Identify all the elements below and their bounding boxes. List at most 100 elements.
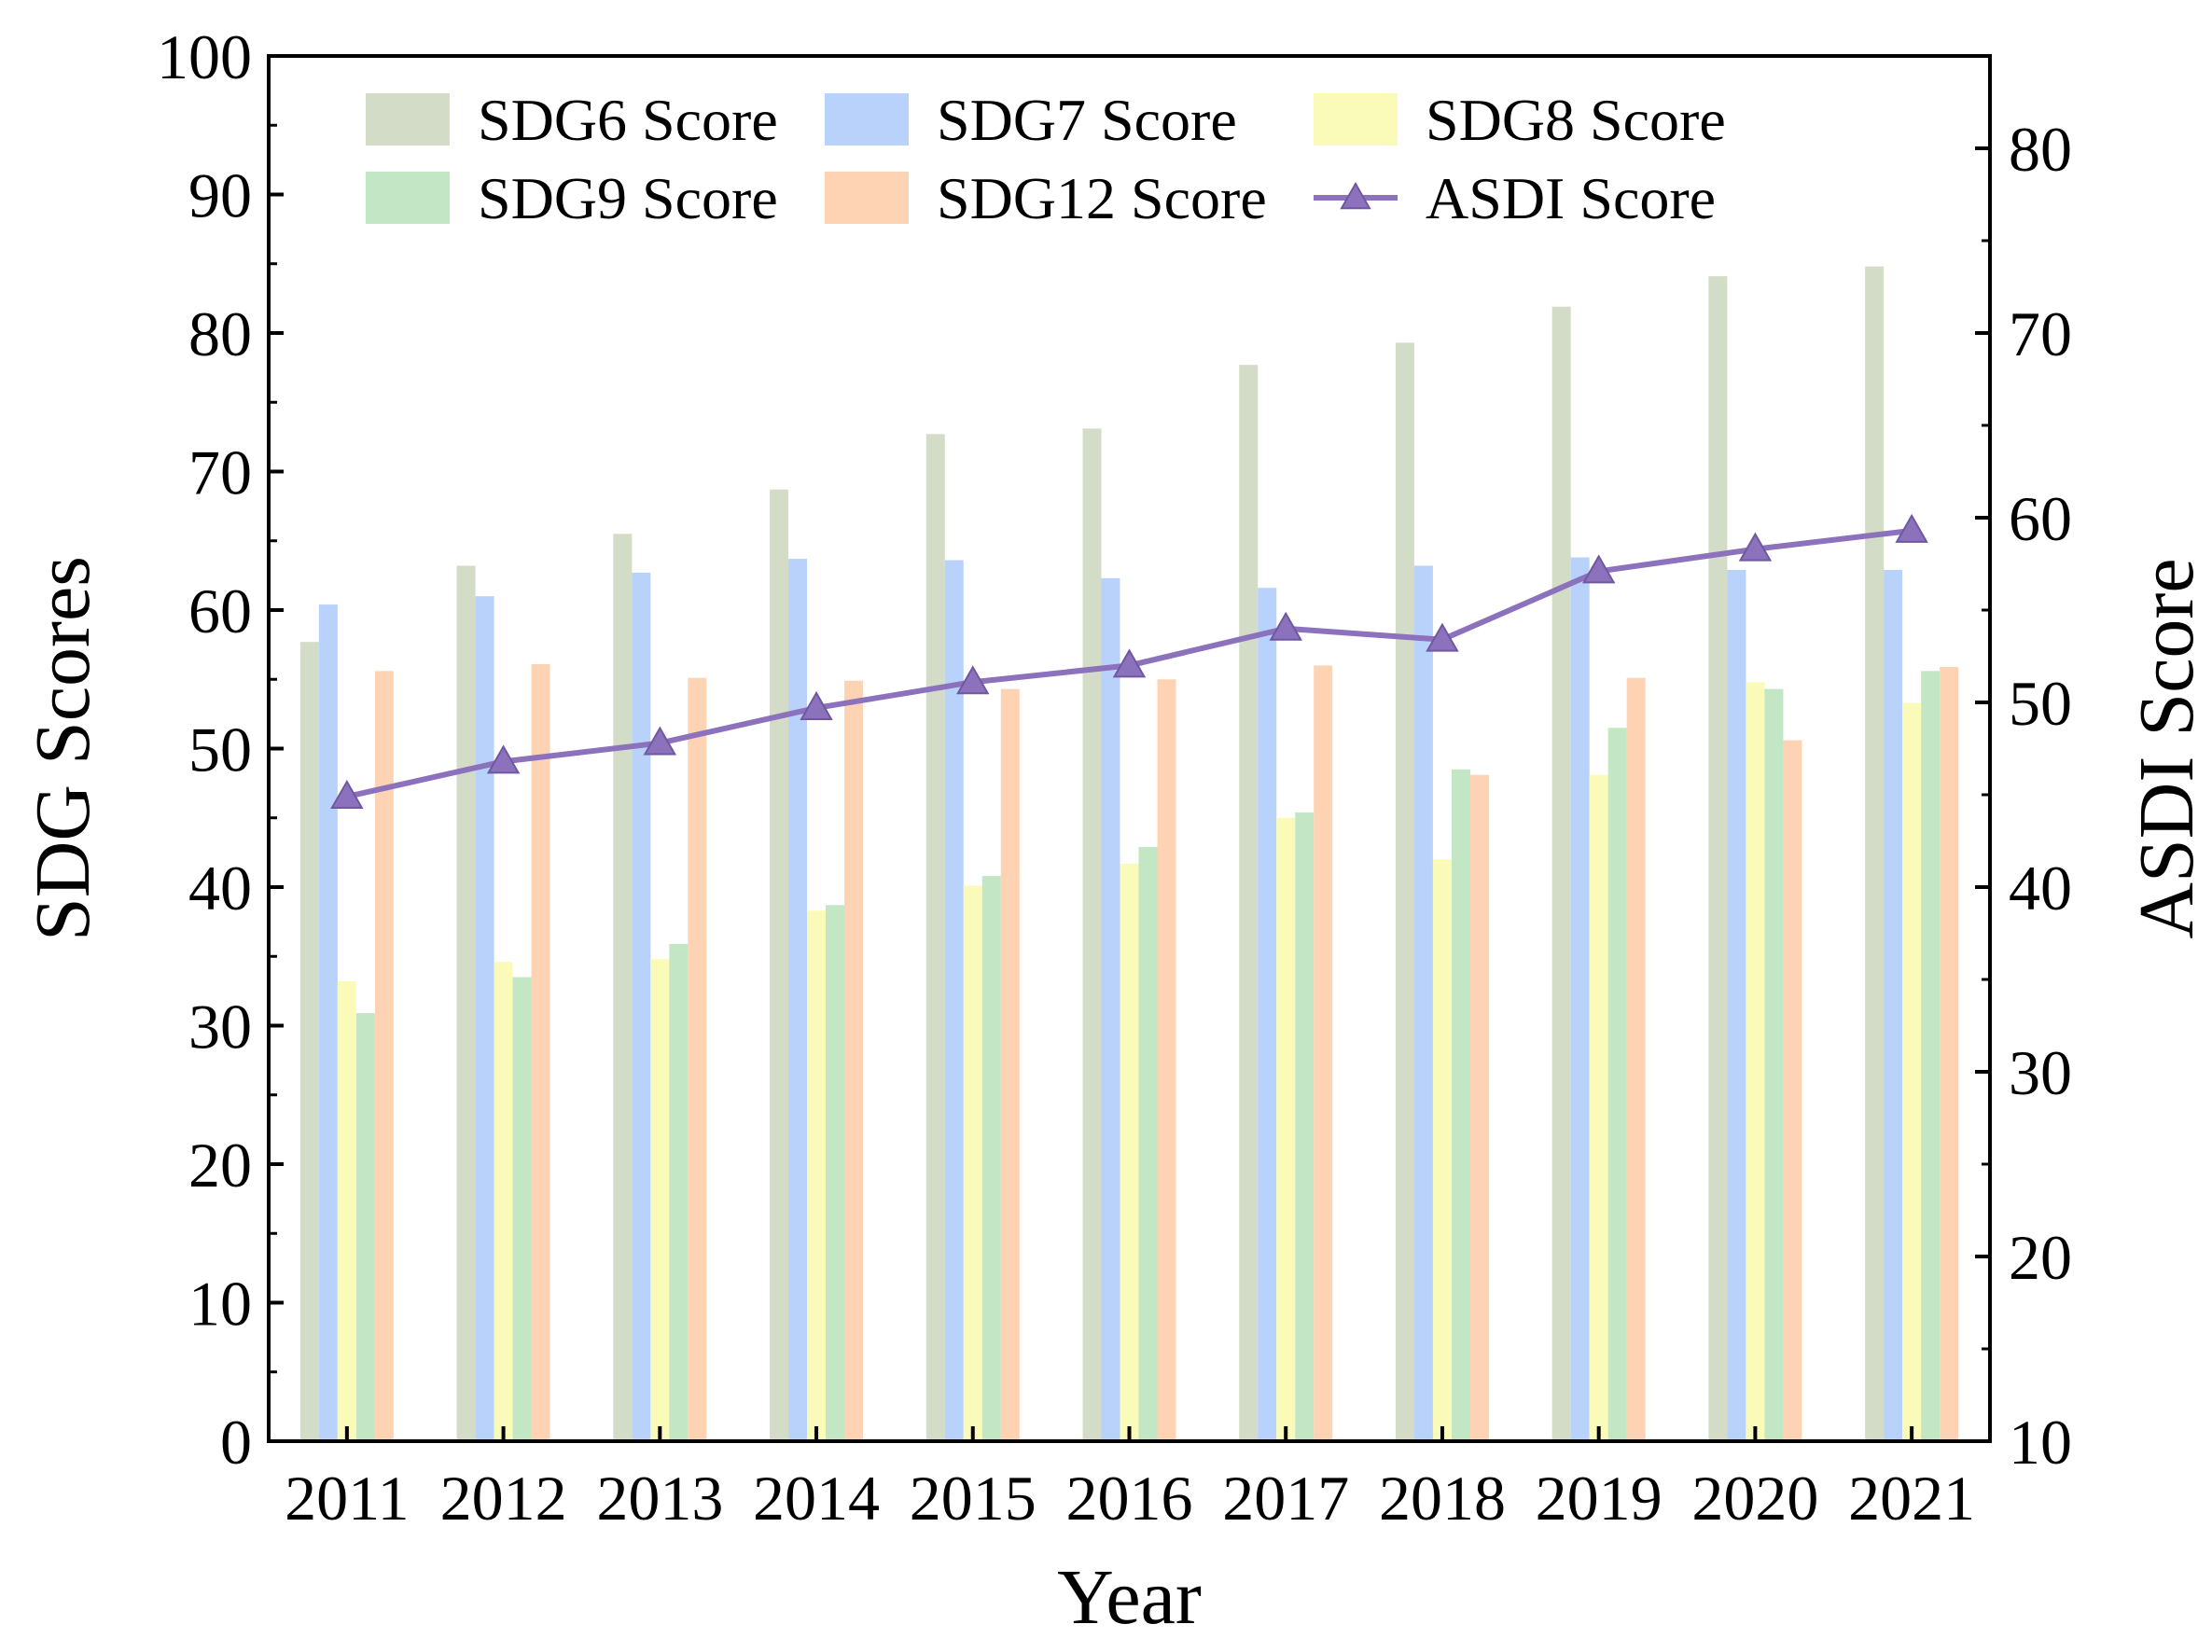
bar-sdg7-2014 — [788, 559, 808, 1441]
bar-sdg6-2015 — [925, 434, 945, 1441]
bar-sdg8-2013 — [650, 959, 670, 1441]
bar-sdg7-2012 — [475, 596, 494, 1441]
y-tick-label-70: 70 — [188, 437, 252, 508]
y2-tick-label-10: 10 — [2009, 1407, 2072, 1478]
y-tick-label-90: 90 — [188, 160, 252, 231]
legend-label-sdg7: SDG7 Score — [937, 87, 1237, 153]
legend-swatch-sdg8 — [1314, 93, 1398, 146]
y-tick-label-100: 100 — [157, 21, 252, 92]
y2-tick-label-50: 50 — [2009, 668, 2072, 739]
bar-sdg6-2020 — [1708, 276, 1728, 1441]
bar-sdg8-2014 — [807, 910, 827, 1441]
y-tick-label-50: 50 — [188, 715, 252, 785]
bar-sdg7-2011 — [318, 604, 338, 1441]
bar-sdg9-2013 — [669, 943, 689, 1441]
bar-sdg12-2012 — [531, 663, 550, 1441]
x-tick-label-2019: 2019 — [1536, 1463, 1662, 1534]
x-tick-label-2011: 2011 — [285, 1463, 409, 1534]
bar-sdg9-2014 — [826, 905, 845, 1441]
x-tick-label-2017: 2017 — [1222, 1463, 1349, 1534]
bar-sdg9-2021 — [1921, 671, 1941, 1441]
asdi-marker-2012 — [486, 744, 521, 774]
x-tick-label-2014: 2014 — [753, 1463, 880, 1534]
y2-tick-label-30: 30 — [2009, 1037, 2072, 1108]
legend-swatch-sdg7 — [825, 93, 909, 146]
y2-tick-label-20: 20 — [2009, 1222, 2072, 1293]
y2-axis-title: ASDI Score — [2123, 558, 2210, 938]
asdi-marker-2021 — [1895, 513, 1928, 543]
y-axis-title: SDG Scores — [20, 556, 106, 941]
asdi-marker-2018 — [1426, 622, 1459, 652]
legend-marker-asdi — [1340, 181, 1371, 210]
bar-sdg12-2020 — [1783, 740, 1802, 1441]
bar-sdg12-2016 — [1157, 679, 1176, 1441]
x-axis-title: Year — [1057, 1554, 1202, 1641]
asdi-marker-2019 — [1581, 554, 1616, 584]
x-tick-label-2016: 2016 — [1066, 1463, 1193, 1534]
bar-sdg8-2017 — [1276, 817, 1296, 1441]
bar-sdg6-2019 — [1551, 306, 1571, 1441]
y-tick-label-20: 20 — [188, 1130, 252, 1201]
bar-sdg7-2019 — [1570, 557, 1590, 1441]
asdi-marker-2013 — [643, 726, 677, 756]
bar-sdg12-2014 — [844, 680, 864, 1441]
bar-sdg7-2018 — [1413, 565, 1433, 1441]
bar-sdg12-2017 — [1314, 665, 1333, 1441]
y-tick-label-40: 40 — [188, 853, 252, 923]
x-tick-label-2020: 2020 — [1691, 1463, 1818, 1534]
bar-sdg12-2013 — [688, 677, 707, 1441]
asdi-marker-2014 — [800, 690, 833, 720]
bar-sdg6-2016 — [1082, 428, 1102, 1442]
axes-layer: 0 10 20 30 40 50 60 70 80 90 100 10 20 30 40 50 60 70 80 20… — [157, 21, 2072, 1534]
bar-sdg12-2015 — [1000, 688, 1020, 1441]
y-tick-label-60: 60 — [188, 576, 252, 646]
y-tick-label-10: 10 — [188, 1269, 252, 1340]
legend-label-asdi: ASDI Score — [1426, 165, 1716, 231]
bar-sdg9-2015 — [981, 876, 1001, 1441]
legend-swatch-sdg12 — [825, 172, 909, 224]
y2-tick-label-60: 60 — [2009, 483, 2072, 554]
bar-sdg8-2021 — [1902, 702, 1922, 1441]
bar-sdg8-2018 — [1432, 859, 1452, 1441]
legend: SDG6 Score SDG7 Score SDG8 Score SDG9 Score… — [366, 87, 1726, 231]
bar-sdg6-2013 — [613, 534, 633, 1441]
asdi-marker-2016 — [1112, 648, 1147, 678]
bar-sdg6-2021 — [1865, 266, 1885, 1442]
bar-sdg8-2020 — [1746, 682, 1765, 1441]
bar-sdg12-2021 — [1940, 666, 1959, 1441]
bar-sdg9-2016 — [1138, 846, 1158, 1441]
bar-sdg8-2011 — [337, 980, 356, 1441]
y2-tick-label-70: 70 — [2009, 298, 2072, 369]
bars-layer — [299, 266, 1959, 1442]
bar-sdg7-2015 — [944, 560, 964, 1441]
bar-sdg9-2020 — [1764, 688, 1784, 1441]
legend-label-sdg12: SDG12 Score — [937, 165, 1267, 231]
x-tick-label-2018: 2018 — [1379, 1463, 1506, 1534]
asdi-marker-2017 — [1269, 611, 1302, 641]
x-tick-label-2015: 2015 — [910, 1463, 1036, 1534]
bar-sdg6-2012 — [456, 565, 476, 1441]
bar-sdg8-2012 — [494, 962, 513, 1441]
x-tick-label-2021: 2021 — [1848, 1463, 1975, 1534]
y-tick-label-30: 30 — [188, 992, 252, 1062]
bar-sdg8-2019 — [1589, 774, 1608, 1441]
y-tick-label-80: 80 — [188, 298, 252, 369]
bar-sdg9-2012 — [512, 977, 532, 1441]
bar-sdg6-2014 — [770, 489, 789, 1441]
y2-tick-label-80: 80 — [2009, 114, 2072, 185]
bar-sdg7-2013 — [632, 572, 651, 1441]
asdi-marker-2020 — [1738, 532, 1773, 562]
bar-sdg7-2020 — [1727, 569, 1746, 1441]
legend-label-sdg8: SDG8 Score — [1426, 87, 1726, 153]
bar-sdg9-2011 — [355, 1013, 375, 1441]
x-tick-label-2013: 2013 — [596, 1463, 723, 1534]
bar-sdg6-2017 — [1239, 365, 1259, 1441]
bar-sdg7-2016 — [1101, 577, 1120, 1441]
legend-label-sdg9: SDG9 Score — [478, 165, 778, 231]
bar-sdg7-2017 — [1258, 588, 1277, 1441]
bar-sdg6-2018 — [1395, 342, 1414, 1441]
bar-sdg8-2016 — [1120, 863, 1139, 1441]
y-tick-label-0: 0 — [220, 1407, 252, 1478]
legend-swatch-sdg9 — [366, 172, 450, 224]
